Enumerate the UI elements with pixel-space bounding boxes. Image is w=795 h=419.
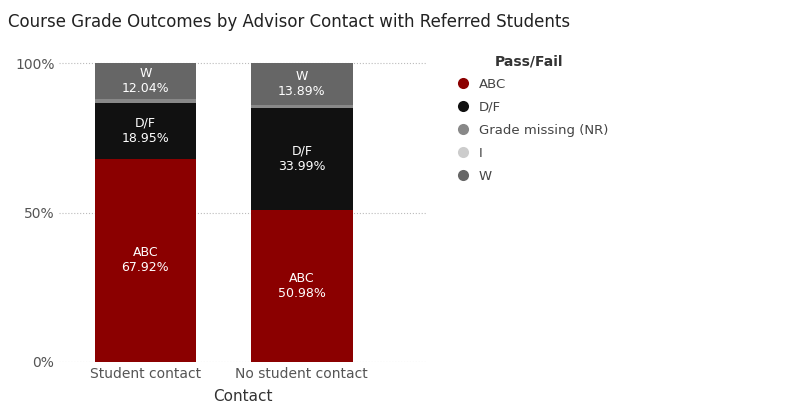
Text: D/F
33.99%: D/F 33.99%	[278, 145, 326, 173]
Bar	[251, 108, 353, 210]
Text: ABC
67.92%: ABC 67.92%	[122, 246, 169, 274]
Text: Course Grade Outcomes by Advisor Contact with Referred Students: Course Grade Outcomes by Advisor Contact…	[8, 13, 570, 31]
Bar	[95, 103, 196, 159]
Bar	[95, 159, 196, 362]
Legend: ABC, D/F, Grade missing (NR), I, W: ABC, D/F, Grade missing (NR), I, W	[444, 49, 614, 188]
Text: ABC
50.98%: ABC 50.98%	[278, 272, 326, 300]
Bar	[251, 63, 353, 105]
Bar	[251, 210, 353, 362]
Bar	[251, 105, 353, 108]
Bar	[95, 99, 196, 103]
Text: W
13.89%: W 13.89%	[278, 70, 326, 98]
Text: W
12.04%: W 12.04%	[122, 67, 169, 96]
Bar	[95, 63, 196, 99]
Text: D/F
18.95%: D/F 18.95%	[122, 117, 169, 145]
X-axis label: Contact: Contact	[213, 389, 273, 404]
